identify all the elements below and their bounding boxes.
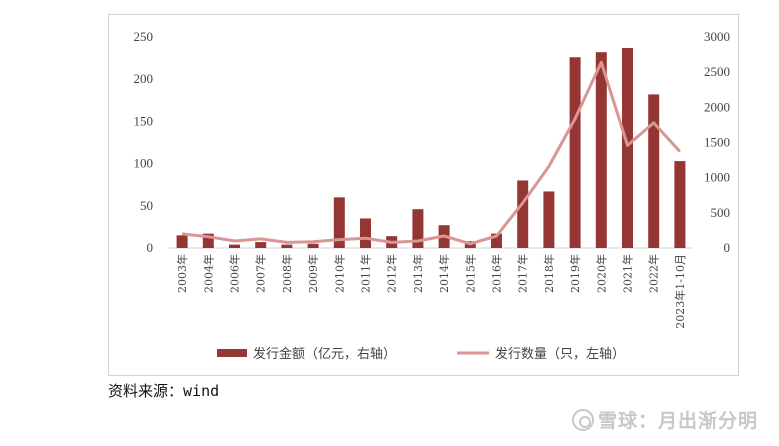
right-tick-label: 1000 (704, 170, 730, 185)
x-tick-label: 2009年 (306, 254, 320, 293)
left-axis-ticks: 0 50 100 150 200 250 (134, 29, 154, 255)
legend: 发行金额（亿元，右轴） 发行数量（只，左轴） (217, 346, 625, 362)
x-tick-label: 2013年 (411, 254, 425, 293)
bar (333, 197, 345, 248)
legend-bar-label: 发行金额（亿元，右轴） (253, 346, 396, 362)
bar (543, 191, 555, 248)
x-tick-label: 2003年 (175, 254, 189, 293)
right-tick-label: 0 (724, 240, 731, 255)
bar (412, 209, 424, 248)
source-label: 资料来源： (108, 382, 184, 400)
bar (229, 244, 240, 248)
x-tick-label: 2019年 (568, 254, 582, 293)
left-tick-label: 250 (134, 29, 154, 44)
x-tick-label: 2006年 (228, 254, 242, 293)
right-tick-label: 1500 (704, 135, 730, 150)
x-tick-label: 2022年 (647, 254, 661, 293)
line-series (181, 60, 682, 246)
bar (517, 180, 529, 248)
source-note: 资料来源：wind (108, 380, 219, 401)
legend-bar-swatch (217, 349, 247, 357)
bar (281, 244, 293, 248)
x-tick-label: 2017年 (516, 254, 530, 293)
watermark: 雪球：月出渐分明 (572, 406, 758, 433)
x-tick-label: 2007年 (254, 254, 268, 293)
bar (360, 218, 371, 248)
bar (674, 161, 686, 248)
right-tick-label: 500 (711, 205, 731, 220)
x-tick-label: 2014年 (437, 254, 451, 293)
right-axis-ticks: 0 500 1000 1500 2000 2500 3000 (704, 29, 730, 255)
x-tick-label: 2020年 (594, 254, 608, 293)
x-tick-label: 2004年 (201, 254, 215, 293)
bar-series (176, 47, 686, 249)
bar (569, 57, 581, 249)
bar (176, 235, 188, 248)
bar (595, 52, 607, 248)
x-tick-label: 2016年 (490, 254, 504, 293)
x-tick-label: 2010年 (332, 254, 346, 293)
right-tick-label: 3000 (704, 29, 730, 44)
count-line (181, 60, 682, 246)
x-tick-label: 2021年 (621, 254, 635, 293)
x-tick-label: 2011年 (359, 254, 373, 293)
legend-line-label: 发行数量（只，左轴） (495, 346, 625, 362)
left-tick-label: 150 (134, 113, 154, 128)
right-tick-label: 2000 (704, 99, 730, 114)
bar (202, 233, 214, 248)
bar (622, 47, 633, 248)
bar (491, 233, 502, 248)
watermark-text: 雪球：月出渐分明 (598, 410, 759, 432)
bar (255, 242, 267, 248)
bar (648, 94, 660, 248)
x-tick-label: 2018年 (542, 254, 556, 293)
left-tick-label: 0 (147, 240, 154, 255)
x-tick-label: 2012年 (385, 254, 399, 293)
x-tick-label: 2015年 (463, 254, 477, 293)
left-tick-label: 50 (140, 198, 153, 213)
left-tick-label: 100 (134, 156, 154, 171)
right-tick-label: 2500 (704, 64, 730, 79)
snowball-logo-icon (572, 409, 594, 431)
x-tick-label: 2008年 (280, 254, 294, 293)
x-axis-ticks: 2003年 2004年 2006年 2007年 2008年 2009年 2010年 2011年… (175, 254, 687, 329)
source-value: wind (183, 382, 220, 400)
left-tick-label: 200 (134, 71, 154, 86)
chart: 0 50 100 150 200 250 0 500 1000 1500 2000 2500 3000… (134, 29, 731, 362)
bar (307, 243, 319, 248)
x-tick-label: 2023年1-10月 (673, 254, 687, 329)
chart-frame: 0 50 100 150 200 250 0 500 1000 1500 2000 2500 3000… (108, 14, 739, 376)
